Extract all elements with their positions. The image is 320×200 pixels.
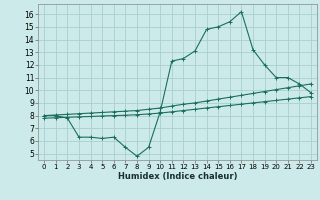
X-axis label: Humidex (Indice chaleur): Humidex (Indice chaleur) <box>118 172 237 181</box>
